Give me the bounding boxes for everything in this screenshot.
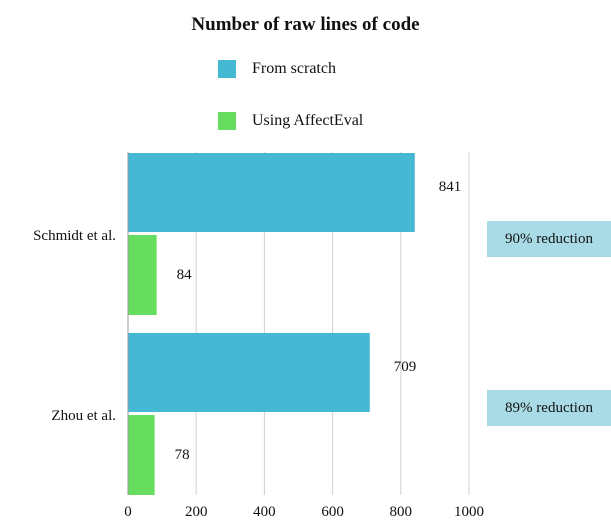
x-tick-label-1000: 1000 xyxy=(454,504,484,520)
bar-zhou-et-al-from-scratch xyxy=(128,333,370,412)
bar-schmidt-et-al-from-scratch xyxy=(128,153,415,232)
x-tick-label-0: 0 xyxy=(124,504,132,520)
legend-swatch-from-scratch xyxy=(218,60,236,78)
y-category-label-zhou-et-al: Zhou et al. xyxy=(51,408,116,424)
x-tick-label-200: 200 xyxy=(185,504,208,520)
reduction-badge-schmidt: 90% reduction xyxy=(487,221,611,257)
legend-label-using-affecteval: Using AffectEval xyxy=(252,112,364,129)
value-label-zhou-et-al-from-scratch: 709 xyxy=(394,359,417,375)
legend-item-from-scratch: From scratch xyxy=(218,60,336,78)
value-label-schmidt-et-al-from-scratch: 841 xyxy=(439,179,462,195)
y-category-label-schmidt-et-al: Schmidt et al. xyxy=(33,228,116,244)
legend-swatch-using-affecteval xyxy=(218,112,236,130)
x-tick-label-800: 800 xyxy=(390,504,413,520)
bar-zhou-et-al-using-affecteval xyxy=(128,415,155,495)
x-tick-label-400: 400 xyxy=(253,504,276,520)
legend-label-from-scratch: From scratch xyxy=(252,60,336,77)
x-tick-label-600: 600 xyxy=(321,504,344,520)
bar-schmidt-et-al-using-affecteval xyxy=(128,235,157,315)
legend-item-using-affecteval: Using AffectEval xyxy=(218,112,363,130)
value-label-zhou-et-al-using-affecteval: 78 xyxy=(175,447,190,463)
reduction-badge-zhou: 89% reduction xyxy=(487,390,611,426)
chart-title: Number of raw lines of code xyxy=(191,14,420,35)
value-label-schmidt-et-al-using-affecteval: 84 xyxy=(177,267,193,283)
